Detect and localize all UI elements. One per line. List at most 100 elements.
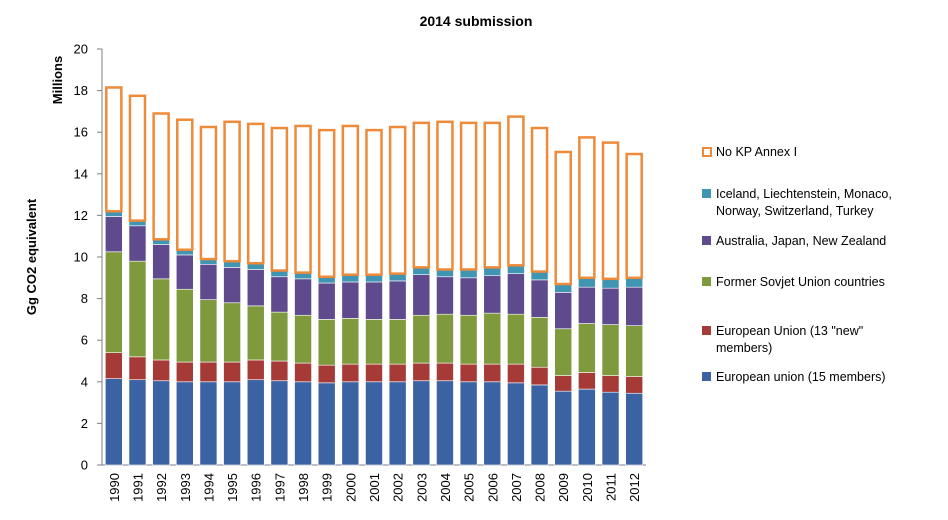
bar-segment [294,381,312,466]
bar-segment [578,277,596,288]
bar-segment [483,363,502,383]
y-tick-label: 8 [81,291,88,306]
bar-segment [365,281,383,320]
y-tick-label: 12 [74,208,88,223]
bar-segment [507,382,525,466]
bar-segment [128,225,147,262]
bar-segment [459,314,478,365]
bar-segment [246,379,265,466]
bar-segment [578,388,596,466]
legend-label: European Union (13 "new" members) [716,324,863,355]
bar-segment [128,260,147,358]
bar-segment [601,287,620,325]
bar-segment [554,375,573,392]
legend-swatch [702,236,711,245]
legend-swatch [702,277,711,286]
x-tick-label: 1996 [249,473,264,502]
bar-segment [223,267,241,304]
bar-segment [412,314,431,364]
bar-segment [365,319,383,365]
bar-segment [270,380,289,466]
bar-segment [341,381,360,466]
x-tick-label: 2009 [556,473,571,502]
bar-segment [388,280,407,320]
bar-segment [294,124,312,274]
bar-segment [175,361,194,383]
bar-segment [199,125,218,261]
x-tick-label: 1999 [320,473,335,502]
legend-swatch [702,372,711,381]
x-tick-label: 2004 [438,473,453,502]
bar-segment [483,381,502,466]
bar-segment [175,288,194,363]
legend: No KP Annex I Iceland, Liechtenstein, Mon… [702,145,892,384]
x-tick-label: 1994 [201,473,216,502]
bar-segment [483,275,502,314]
x-tick-label: 1995 [225,473,240,502]
bar-segment [436,313,454,364]
x-tick-label: 2003 [414,473,429,502]
bar-segment [176,118,194,251]
y-tick-label: 18 [74,83,88,98]
bar-segment [530,317,549,368]
bar-segment [199,299,218,363]
x-tick-label: 1991 [130,473,145,502]
bar-segment [223,361,241,383]
legend-swatch [702,326,711,335]
x-tick-label: 2000 [343,473,358,502]
x-tick-label: 2010 [580,473,595,502]
y-tick-label: 0 [81,458,88,473]
bar-segment [507,363,525,384]
bar-segment [412,362,431,382]
x-tick-label: 2002 [391,473,406,502]
bar-segment [317,382,336,466]
bar-segment [246,122,265,265]
bar-segment [412,121,431,269]
bar-segment [625,152,643,280]
y-axis-title: Gg CO2 equivalent [24,198,39,315]
bar-segment [294,278,312,316]
bar-segment [175,381,194,466]
bar-segment [105,86,123,213]
bar-segment [601,324,620,376]
legend-label: No KP Annex I [716,145,797,159]
bar-segment [625,286,643,326]
bar-segment [412,380,431,466]
x-tick-label: 2011 [604,473,619,501]
bar-segment [483,121,502,269]
bar-segment [128,379,147,466]
bar-segment [601,375,620,393]
x-tick-label: 1998 [296,473,311,502]
bar-segment [625,376,643,394]
y-tick-label: 14 [74,166,88,181]
bar-segment [246,269,265,307]
x-tick-label: 2006 [485,473,500,502]
bar-segment [388,125,407,275]
bar-segment [128,94,147,222]
x-tick-label: 1990 [107,473,122,502]
bar-segment [294,362,312,383]
bar-segment [365,363,383,383]
bar-segment [412,274,431,316]
bar-segment [365,128,383,276]
bar-segment [105,251,123,353]
y-tick-label: 10 [74,250,88,265]
bar-segment [175,254,194,290]
bar-segment [270,276,289,313]
bar-segment [341,318,360,365]
bar-segment [152,278,170,361]
bar-segment [601,391,620,466]
bar-segment [199,263,218,300]
bar-segment [199,381,218,466]
bar-segment [554,150,572,286]
bar-segment [152,112,170,241]
bar-segment [246,359,265,381]
chart-title: 2014 submission [420,13,533,29]
plot-area: 0 2 4 6 8 10 12 14 16 18 20 1990 1991 1992 1993 1994 199… [74,42,646,502]
legend-label: European union (15 members) [716,370,886,384]
x-tick-label: 1992 [154,473,169,502]
x-tick-label: 2012 [627,473,642,502]
bar-segment [625,277,643,288]
bar-segment [341,363,360,383]
